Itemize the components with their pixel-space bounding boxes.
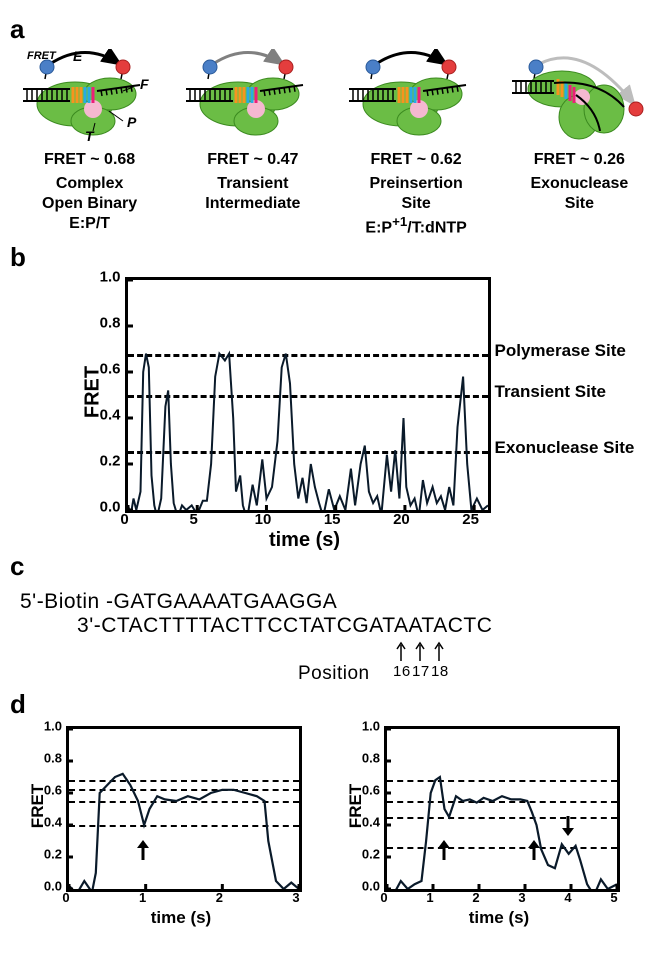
ytick: 0.2 [95,453,121,470]
position-arrow [413,641,427,663]
panel-b-chart: FRET time (s) 0.00.20.40.60.81.005101520… [55,277,615,547]
event-arrow [526,838,542,862]
state-diagram [341,49,491,144]
ytick: 0.0 [95,499,121,516]
ytick: 0.8 [95,315,121,332]
xtick: 15 [324,511,341,528]
state-name-line: E:P/T [42,214,137,234]
xtick: 1 [426,890,433,905]
ytick: 0.2 [38,846,62,861]
ytick: 0.4 [356,814,380,829]
xtick: 2 [472,890,479,905]
xlabel: time (s) [384,908,614,928]
state-caption: FRET ~ 0.26 ExonucleaseSite [530,150,628,214]
seq-top: 5'-Biotin -GATGAAAATGAAGGA [20,590,659,614]
ytick: 0.6 [38,782,62,797]
panel-a: EFRETFTPFRET ~ 0.68ComplexOpen BinaryE:P… [10,49,659,238]
panel-c-label: c [10,551,659,582]
xtick: 0 [380,890,387,905]
state-name-line: E:P+1/T:dNTP [365,214,466,238]
event-arrow [436,838,452,862]
fret-value: FRET ~ 0.62 [365,150,466,170]
svg-text:F: F [140,76,149,92]
xtick: 5 [190,511,198,528]
state-name-line: Site [530,194,628,214]
panel-d-label: d [10,689,659,720]
ytick: 1.0 [38,718,62,733]
ytick: 1.0 [95,269,121,286]
xtick: 4 [564,890,571,905]
position-number: 18 [431,663,449,680]
xtick: 25 [462,511,479,528]
state-name-line: Intermediate [205,194,300,214]
state-name-line: Exonuclease [530,174,628,194]
fret-value: FRET ~ 0.68 [42,150,137,170]
xtick: 5 [610,890,617,905]
state-3: FRET ~ 0.26 ExonucleaseSite [502,49,657,238]
state-caption: FRET ~ 0.47 TransientIntermediate [205,150,300,214]
event-arrow [135,838,151,862]
svg-text:E: E [73,49,83,64]
panel-a-label: a [10,14,659,45]
reference-label: Polymerase Site [495,341,626,361]
state-2: FRET ~ 0.62 PreinsertionSiteE:P+1/T:dNTP [339,49,494,238]
svg-text:P: P [127,114,137,130]
xtick: 0 [120,511,128,528]
state-diagram [504,49,654,144]
state-caption: FRET ~ 0.68 ComplexOpen BinaryE:P/T [42,150,137,234]
xtick: 0 [62,890,69,905]
position-label: Position [298,663,370,685]
fret-value: FRET ~ 0.47 [205,150,300,170]
state-0: EFRETFTPFRET ~ 0.68ComplexOpen BinaryE:P… [12,49,167,238]
fret-value: FRET ~ 0.26 [530,150,628,170]
state-name-line: Open Binary [42,194,137,214]
reference-label: Exonuclease Site [495,438,635,458]
xtick: 1 [139,890,146,905]
position-number: 17 [412,663,430,680]
position-arrow [432,641,446,663]
state-diagram [178,49,328,144]
ytick: 0.4 [95,407,121,424]
state-name-line: Preinsertion [365,174,466,194]
state-name-line: Complex [42,174,137,194]
panel-d-chart-0: FRET time (s)0.00.20.40.60.81.00123 [10,726,310,931]
state-name-line: Site [365,194,466,214]
xtick: 20 [393,511,410,528]
xlabel: time (s) [66,908,296,928]
state-1: FRET ~ 0.47 TransientIntermediate [175,49,330,238]
ytick: 0.2 [356,846,380,861]
ytick: 0.8 [356,750,380,765]
xtick: 3 [518,890,525,905]
ytick: 0.6 [356,782,380,797]
xtick: 10 [255,511,272,528]
position-arrow [394,641,408,663]
ytick: 0.0 [356,878,380,893]
ytick: 1.0 [356,718,380,733]
event-arrow [560,814,576,838]
sequence-block: 5'-Biotin -GATGAAAATGAAGGA 3'-CTACTTTTAC… [20,590,659,686]
seq-bot: 3'-CTACTTTTACTTCCTATCGATAATACTC [20,614,659,638]
state-name-line: Transient [205,174,300,194]
xtick: 2 [216,890,223,905]
ytick: 0.4 [38,814,62,829]
position-number: 16 [393,663,411,680]
panel-d-chart-1: FRET time (s)0.00.20.40.60.81.0012345 [328,726,628,931]
ytick: 0.8 [38,750,62,765]
xtick: 3 [292,890,299,905]
panel-d: FRET time (s)0.00.20.40.60.81.00123FRET … [10,726,659,931]
ytick: 0.6 [95,361,121,378]
panel-b-xlabel: time (s) [125,529,485,552]
state-diagram: EFRETFTP [15,49,165,144]
svg-text:FRET: FRET [27,50,57,62]
reference-label: Transient Site [495,382,606,402]
ytick: 0.0 [38,878,62,893]
state-caption: FRET ~ 0.62 PreinsertionSiteE:P+1/T:dNTP [365,150,466,238]
